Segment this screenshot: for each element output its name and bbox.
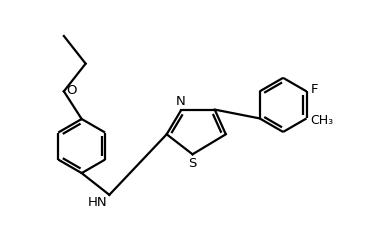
Text: N: N: [175, 95, 186, 108]
Text: CH₃: CH₃: [310, 114, 334, 127]
Text: S: S: [188, 157, 197, 170]
Text: HN: HN: [88, 196, 107, 209]
Text: F: F: [310, 83, 318, 96]
Text: O: O: [66, 84, 76, 97]
